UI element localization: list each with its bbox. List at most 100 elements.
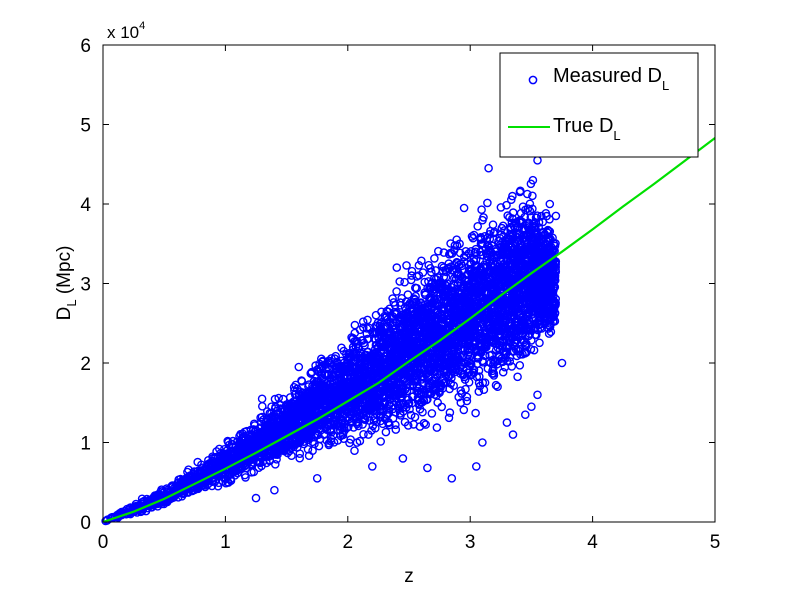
scatter-point — [500, 313, 509, 323]
scatter-point — [221, 478, 231, 488]
scatter-point — [538, 217, 548, 227]
scatter-point — [392, 287, 401, 296]
scatter-point — [513, 372, 522, 382]
scatter-point — [407, 266, 417, 276]
scatter-point — [507, 320, 517, 330]
scatter-point — [414, 383, 424, 392]
scatter-point — [444, 249, 454, 259]
scatter-point — [403, 290, 413, 299]
scatter-point — [517, 322, 527, 331]
scatter-point — [538, 247, 547, 256]
scatter-point — [342, 354, 352, 364]
scatter-point — [449, 381, 459, 391]
scatter-point — [471, 247, 480, 257]
scatter-point — [424, 315, 434, 325]
scatter-point — [406, 275, 416, 285]
scatter-point — [396, 298, 405, 307]
scatter-point — [445, 408, 455, 417]
scatter-point — [410, 315, 420, 325]
scatter-point — [509, 331, 519, 341]
scatter-point — [479, 277, 489, 287]
scatter-point — [483, 198, 492, 208]
scatter-point — [464, 291, 474, 301]
scatter-point — [507, 232, 516, 241]
scatter-point — [495, 330, 505, 340]
scatter-point — [529, 235, 538, 245]
scatter-point — [483, 364, 493, 373]
scatter-point — [507, 262, 517, 272]
scatter-point — [493, 382, 502, 392]
scatter-point — [478, 215, 487, 225]
scatter-point — [416, 388, 426, 398]
scatter-point — [307, 368, 317, 377]
scatter-point — [334, 422, 344, 431]
scatter-point — [454, 303, 464, 312]
scatter-point — [498, 367, 508, 377]
scatter-point — [330, 419, 339, 429]
scatter-point — [509, 310, 519, 320]
scatter-point — [381, 427, 391, 437]
scatter-point — [519, 317, 529, 326]
scatter-point — [341, 378, 351, 388]
scatter-point — [526, 212, 536, 222]
scatter-point — [520, 322, 530, 331]
scatter-point — [414, 393, 423, 403]
scatter-point — [315, 434, 325, 444]
scatter-point — [404, 398, 414, 408]
scatter-point — [433, 273, 443, 282]
scatter-point — [518, 202, 528, 211]
scatter-point — [504, 235, 514, 244]
scatter-point — [427, 409, 437, 418]
scatter-point — [268, 428, 278, 437]
scatter-point — [514, 312, 524, 321]
scatter-point — [452, 241, 462, 250]
scatter-point — [357, 362, 367, 372]
scatter-point — [457, 360, 467, 369]
scatter-point — [527, 336, 536, 345]
scatter-point — [223, 436, 232, 446]
scatter-point — [529, 325, 538, 334]
scatter-point — [403, 399, 413, 409]
scatter-point — [316, 399, 326, 408]
scatter-point — [488, 279, 498, 288]
scatter-point — [254, 457, 264, 467]
scatter-point — [391, 425, 401, 434]
scatter-point — [390, 307, 399, 317]
scatter-point — [417, 256, 426, 266]
scatter-point — [401, 311, 411, 321]
scatter-point — [450, 343, 460, 353]
scatter-point — [350, 320, 360, 330]
scatter-point — [298, 433, 308, 443]
scatter-point — [414, 260, 424, 270]
scatter-point — [459, 405, 469, 415]
scatter-point — [472, 345, 481, 355]
scatter-point — [443, 279, 452, 289]
scatter-point — [231, 441, 240, 451]
scatter-point — [444, 413, 454, 423]
scatter-point — [479, 385, 489, 395]
scatter-point — [395, 277, 405, 286]
scatter-point — [295, 449, 305, 459]
scatter-point — [359, 429, 368, 439]
scatter-point — [496, 203, 506, 212]
scatter-point — [494, 350, 504, 360]
scatter-point — [248, 458, 258, 467]
scatter-point — [362, 395, 372, 405]
scatter-point — [474, 324, 484, 334]
scatter-point — [407, 398, 417, 408]
scatter-point — [482, 321, 492, 331]
scatter-point — [535, 319, 545, 328]
scatter-point — [478, 356, 487, 366]
scatter-point — [308, 446, 317, 456]
scatter-point — [426, 366, 435, 375]
scatter-point — [484, 242, 494, 251]
scatter-point — [347, 372, 357, 382]
scatter-point — [440, 287, 450, 297]
scatter-point — [545, 294, 555, 304]
scatter-point — [452, 258, 462, 268]
scatter-point — [391, 309, 401, 319]
scatter-point — [449, 286, 459, 295]
scatter-point — [418, 268, 428, 277]
scatter-point — [370, 423, 380, 433]
scatter-point — [474, 387, 484, 396]
